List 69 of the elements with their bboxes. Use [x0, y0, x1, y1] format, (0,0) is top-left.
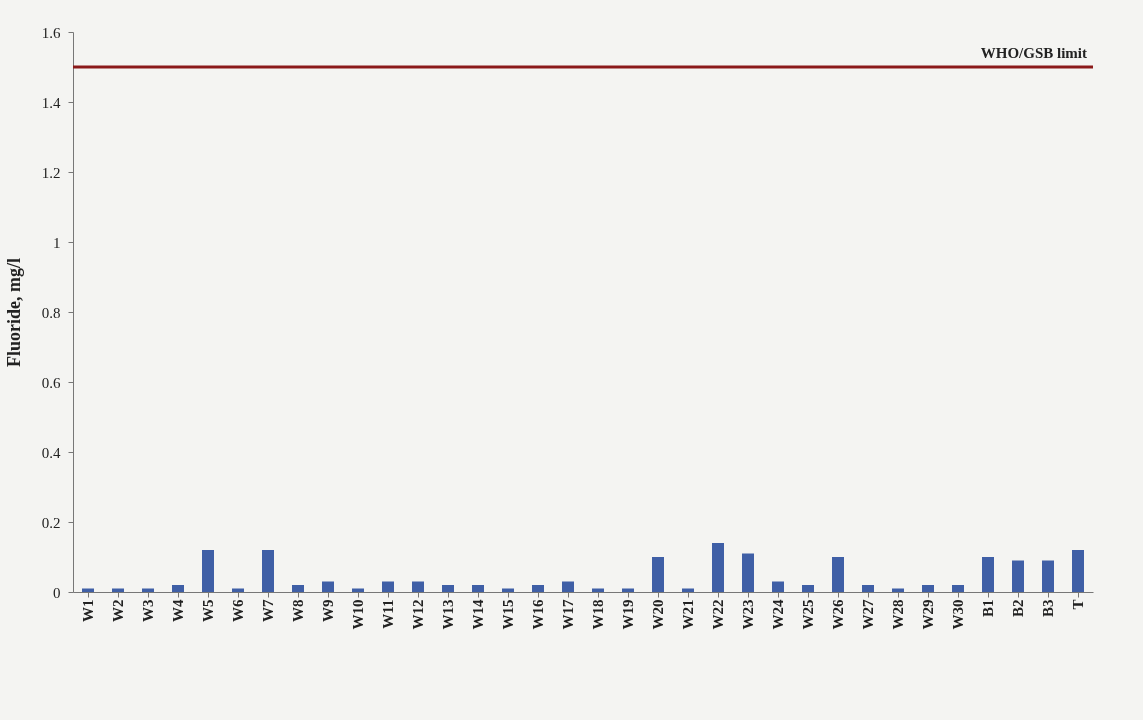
x-tick-label: W16 [530, 599, 546, 630]
y-tick-label: 0.6 [41, 374, 61, 391]
bar [292, 585, 304, 592]
x-tick-label: W9 [320, 599, 336, 622]
x-tick-label: W4 [170, 599, 186, 622]
y-tick-label: 1.6 [41, 24, 61, 41]
y-tick-label: 1 [53, 234, 61, 251]
bar [742, 553, 754, 592]
bar [382, 581, 394, 592]
bar [652, 557, 664, 592]
x-tick-label: W2 [110, 599, 126, 622]
bar [1012, 560, 1024, 592]
bar [862, 585, 874, 592]
x-tick-label: W28 [890, 599, 906, 630]
y-tick-label: 0.2 [41, 514, 61, 531]
bar [922, 585, 934, 592]
x-tick-label: W10 [350, 599, 366, 630]
y-axis-title: Fluoride, mg/l [3, 258, 24, 367]
bar [532, 585, 544, 592]
x-tick-label: W21 [680, 599, 696, 630]
x-tick-label: W7 [260, 599, 276, 622]
bar [952, 585, 964, 592]
y-tick-label: 0.8 [41, 304, 61, 321]
bar [202, 550, 214, 592]
bar [562, 581, 574, 592]
x-tick-label: W1 [80, 599, 96, 622]
y-tick-label: 1.4 [41, 94, 61, 111]
x-tick-label: W22 [710, 599, 726, 630]
x-tick-label: W25 [800, 599, 816, 630]
bar [832, 557, 844, 592]
x-tick-label: B2 [1010, 599, 1026, 618]
y-tick-label: 1.2 [41, 164, 61, 181]
x-tick-label: W15 [500, 599, 516, 630]
x-tick-label: W20 [650, 599, 666, 630]
bar [442, 585, 454, 592]
x-tick-label: W6 [230, 599, 246, 622]
bar [772, 581, 784, 592]
bar [802, 585, 814, 592]
x-tick-label: W8 [290, 599, 306, 622]
x-tick-label: W23 [740, 599, 756, 630]
x-tick-label: W13 [440, 599, 456, 630]
bar [412, 581, 424, 592]
bar [262, 550, 274, 592]
ref-line-label: WHO/GSB limit [980, 45, 1087, 61]
x-tick-label: W24 [770, 599, 786, 630]
x-tick-label: W5 [200, 599, 216, 622]
x-tick-label: W3 [140, 599, 156, 622]
y-tick-label: 0 [53, 584, 61, 601]
x-tick-label: W26 [830, 599, 846, 630]
bar [172, 585, 184, 592]
x-tick-label: W12 [410, 599, 426, 630]
bar [982, 557, 994, 592]
bar [472, 585, 484, 592]
x-tick-label: W30 [950, 599, 966, 630]
x-tick-label: B3 [1040, 599, 1056, 618]
x-tick-label: W11 [380, 599, 396, 629]
x-tick-label: T [1070, 599, 1086, 610]
x-tick-label: B1 [980, 599, 996, 618]
bar [712, 543, 724, 592]
x-tick-label: W29 [920, 599, 936, 630]
x-tick-label: W19 [620, 599, 636, 630]
y-tick-label: 0.4 [41, 444, 61, 461]
bar [322, 581, 334, 592]
bar [1072, 550, 1084, 592]
x-tick-label: W18 [590, 599, 606, 630]
bar [1042, 560, 1054, 592]
x-tick-label: W27 [860, 599, 876, 630]
x-tick-label: W14 [470, 599, 486, 630]
x-tick-label: W17 [560, 599, 576, 630]
